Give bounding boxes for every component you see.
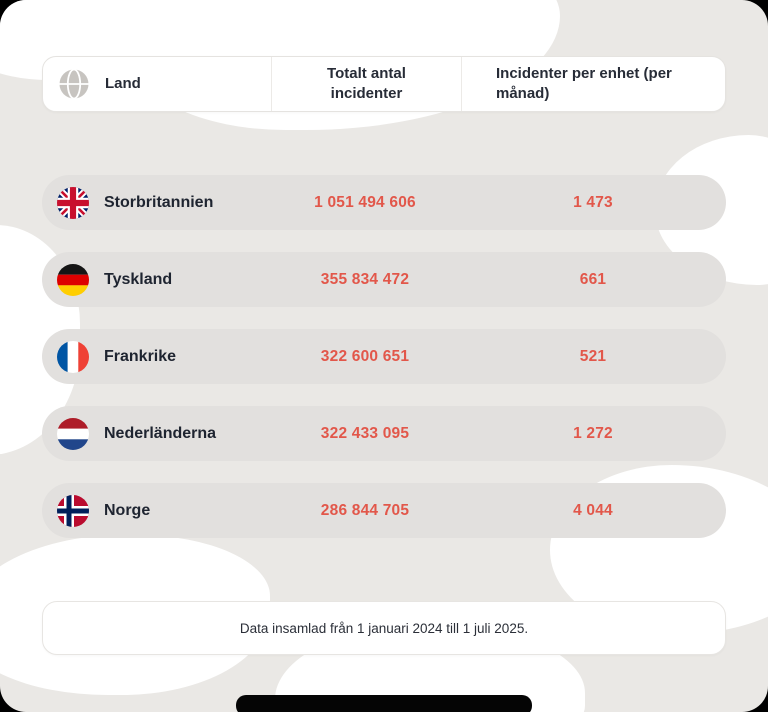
footer-note: Data insamlad från 1 januari 2024 till 1… bbox=[42, 601, 726, 655]
column-header-land-label: Land bbox=[105, 74, 141, 92]
country-name: Norge bbox=[104, 501, 151, 519]
per-unit-value: 521 bbox=[579, 347, 607, 365]
netherlands-flag-icon bbox=[57, 417, 89, 450]
table-row: Frankrike 322 600 651 521 bbox=[42, 329, 726, 384]
country-name: Storbritannien bbox=[104, 193, 214, 211]
total-incidents-value: 286 844 705 bbox=[320, 501, 410, 519]
per-unit-value: 1 272 bbox=[573, 424, 613, 442]
germany-flag-icon bbox=[57, 263, 89, 296]
per-unit-value: 661 bbox=[579, 270, 607, 288]
column-header-land: Land bbox=[43, 57, 271, 111]
total-incidents-value: 355 834 472 bbox=[320, 270, 410, 288]
norway-flag-icon bbox=[57, 494, 89, 527]
bottom-bar bbox=[236, 695, 532, 712]
column-header-total: Totalt antal incidenter bbox=[271, 57, 461, 111]
uk-flag-icon bbox=[57, 186, 89, 219]
country-name: Tyskland bbox=[104, 270, 173, 288]
table-body: Storbritannien 1 051 494 606 1 473 Tyskl… bbox=[42, 175, 726, 538]
total-incidents-value: 1 051 494 606 bbox=[314, 193, 416, 211]
country-cell: Tyskland bbox=[42, 252, 270, 307]
per-unit-value: 4 044 bbox=[573, 501, 613, 519]
total-incidents-value: 322 433 095 bbox=[320, 424, 410, 442]
table-row: Nederländerna 322 433 095 1 272 bbox=[42, 406, 726, 461]
table-header: Land Totalt antal incidenter Incidenter … bbox=[42, 56, 726, 112]
country-cell: Nederländerna bbox=[42, 406, 270, 461]
table-row: Storbritannien 1 051 494 606 1 473 bbox=[42, 175, 726, 230]
per-unit-value: 1 473 bbox=[573, 193, 613, 211]
table-row: Norge 286 844 705 4 044 bbox=[42, 483, 726, 538]
content: Land Totalt antal incidenter Incidenter … bbox=[42, 56, 726, 655]
table-row: Tyskland 355 834 472 661 bbox=[42, 252, 726, 307]
country-cell: Frankrike bbox=[42, 329, 270, 384]
globe-icon bbox=[58, 68, 90, 100]
country-cell: Norge bbox=[42, 483, 270, 538]
country-name: Nederländerna bbox=[104, 424, 217, 442]
france-flag-icon bbox=[57, 340, 89, 373]
country-name: Frankrike bbox=[104, 347, 177, 365]
total-incidents-value: 322 600 651 bbox=[320, 347, 410, 365]
column-header-per-unit: Incidenter per enhet (per månad) bbox=[461, 57, 727, 111]
country-cell: Storbritannien bbox=[42, 175, 270, 230]
